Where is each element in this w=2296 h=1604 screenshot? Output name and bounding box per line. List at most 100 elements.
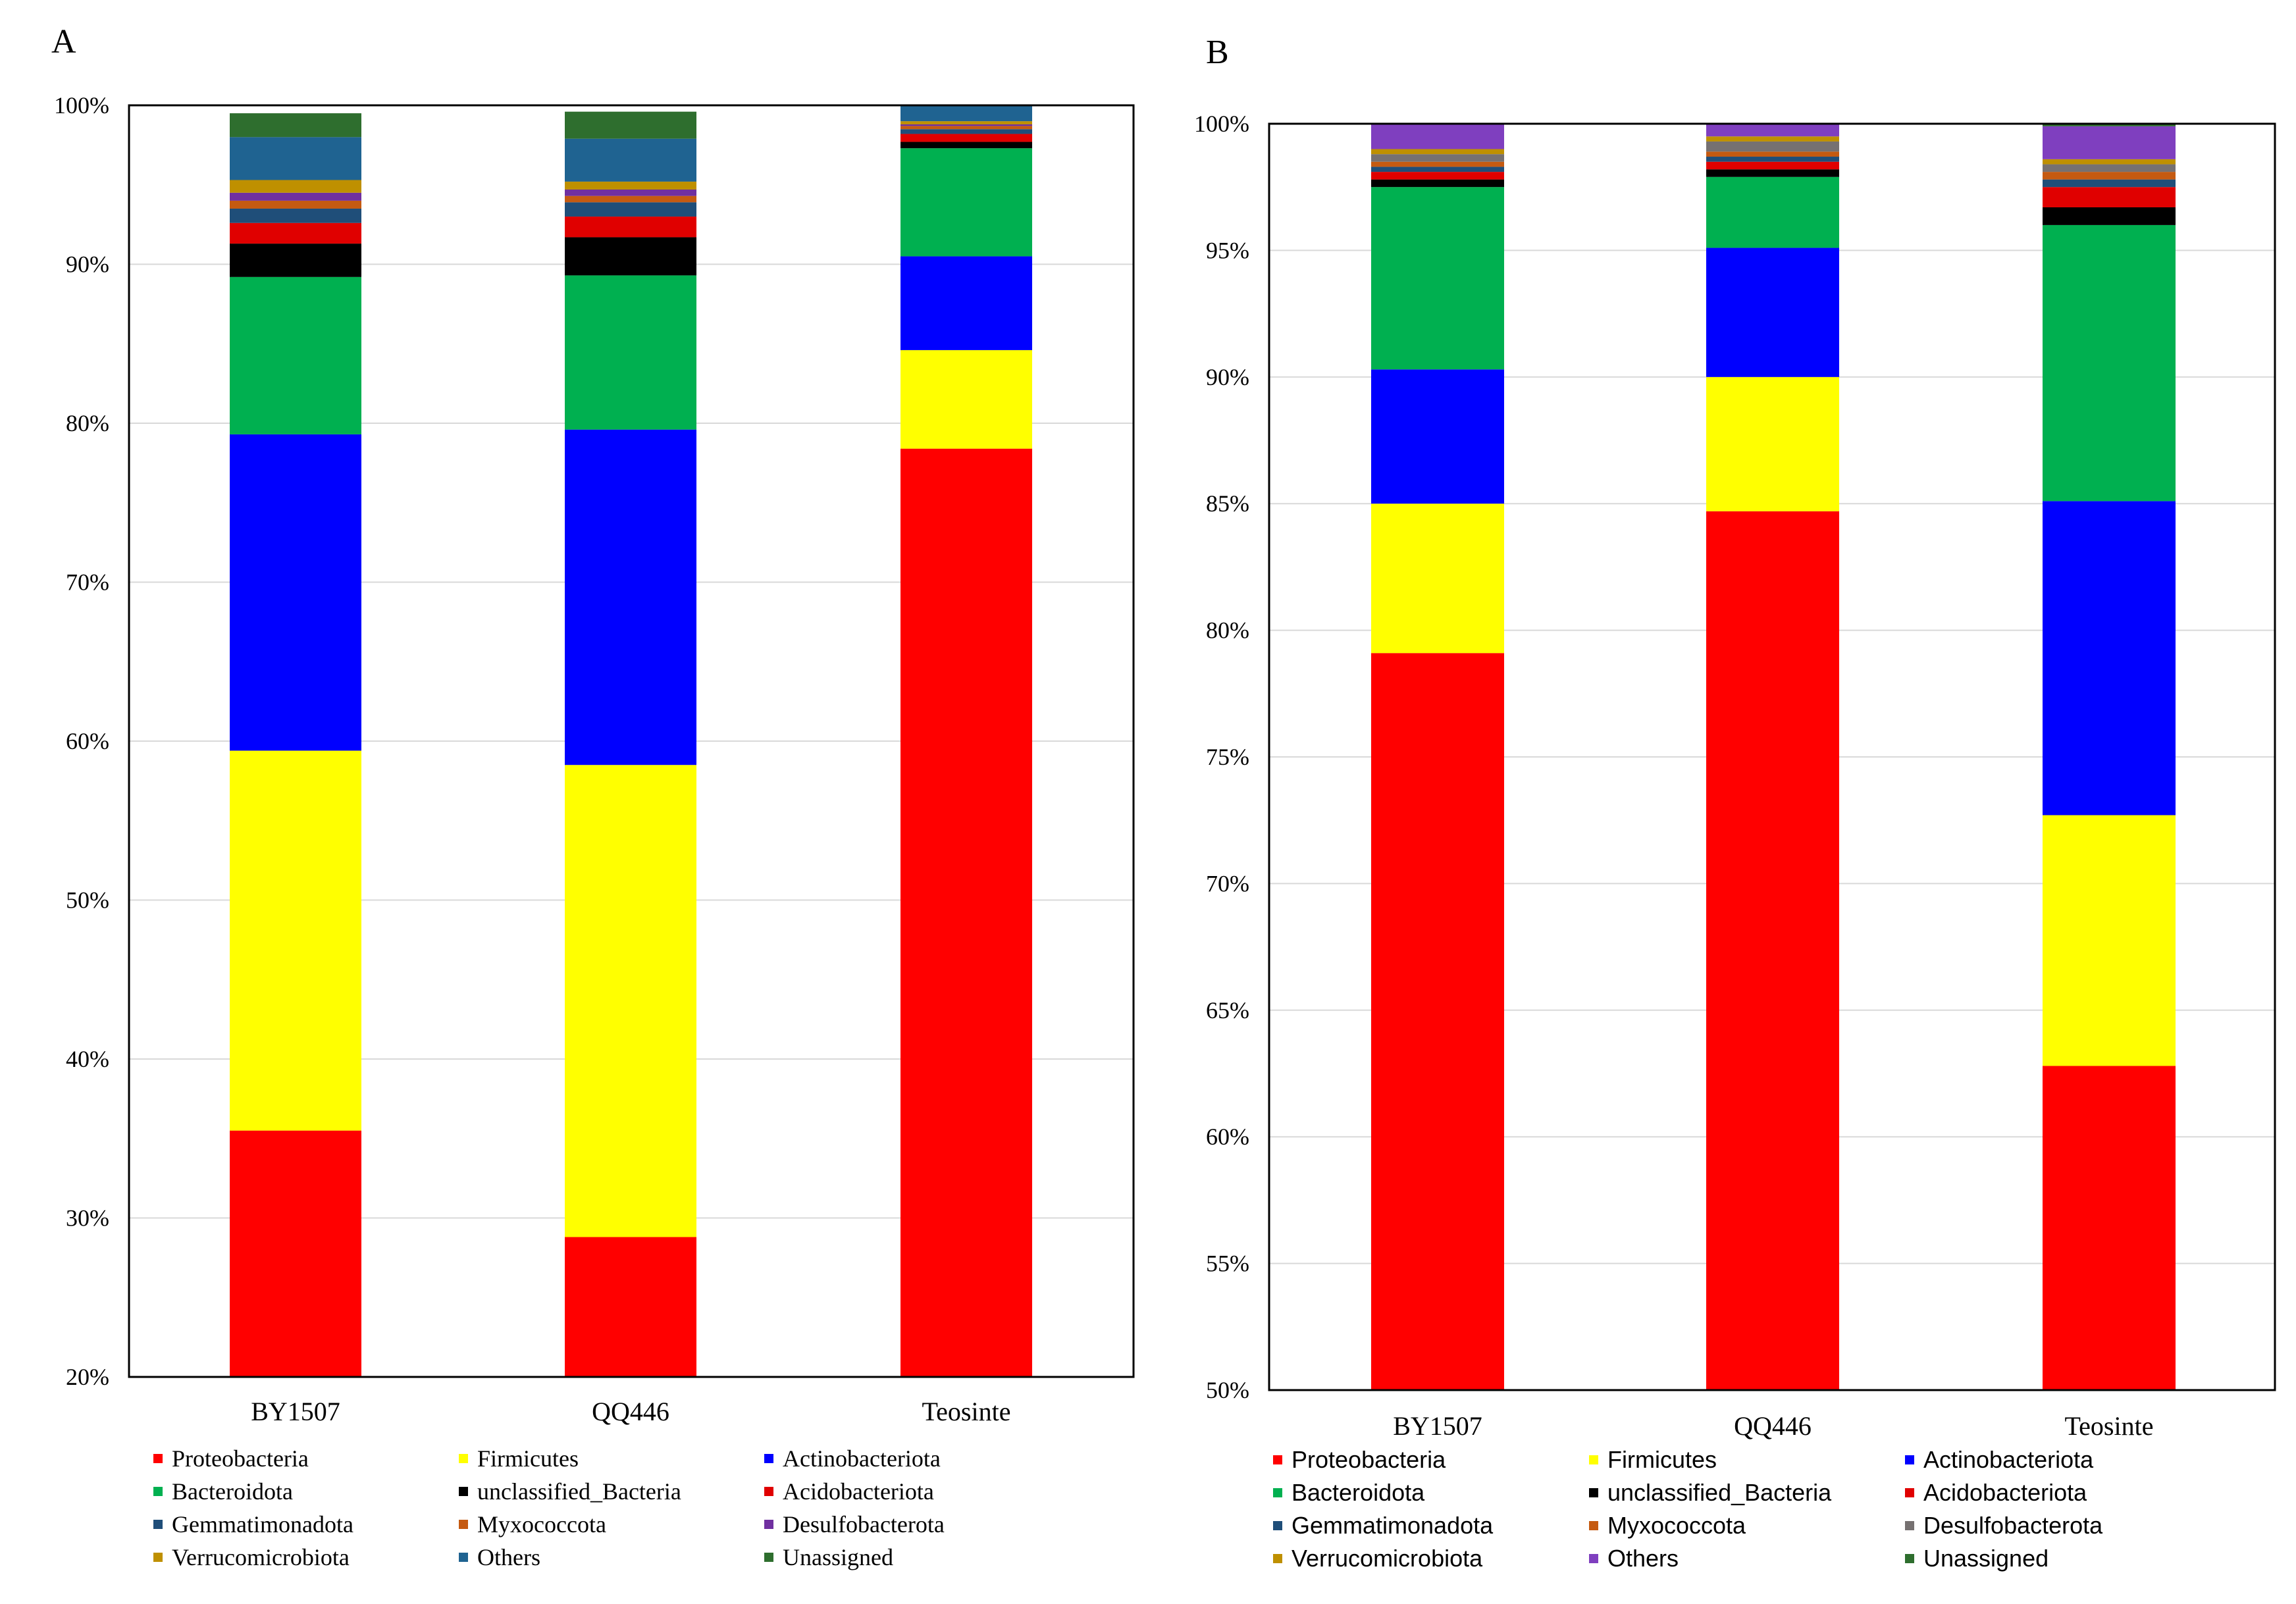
panel-b-segment-by1507-acidobacteriota xyxy=(1371,172,1504,180)
panel-a-legend-item: Acidobacteriota xyxy=(764,1478,934,1505)
panel-a-legend-swatch xyxy=(459,1553,468,1562)
panel-b-x-tick-label: BY1507 xyxy=(1393,1411,1482,1441)
panel-b-legend-swatch xyxy=(1589,1554,1598,1563)
panel-b-legend-item: unclassified_Bacteria xyxy=(1589,1479,1832,1506)
panel-b-segment-qq446-verrucomicrobiota xyxy=(1706,136,1839,142)
panel-b-legend-item: Firmicutes xyxy=(1589,1446,1717,1473)
panel-b-bar-qq446 xyxy=(1706,124,1839,1390)
panel-a-legend-swatch xyxy=(153,1520,163,1529)
panel-b-segment-teosinte-firmicutes xyxy=(2043,815,2176,1066)
panel-a-segment-qq446-actinobacteriota xyxy=(565,429,696,765)
panel-b-segment-teosinte-myxococcota xyxy=(2043,172,2176,180)
panel-a-legend-item: Firmicutes xyxy=(459,1445,579,1472)
panel-b-legend-item: Gemmatimonadota xyxy=(1273,1512,1494,1539)
panel-a-x-axis: BY1507 QQ446 Teosinte xyxy=(251,1397,1010,1426)
panel-a-legend-item: Actinobacteriota xyxy=(764,1445,941,1472)
panel-b-legend-label: Verrucomicrobiota xyxy=(1292,1545,1483,1572)
panel-b-y-tick-label: 70% xyxy=(1206,870,1249,896)
panel-a-segment-qq446-bacteroidota xyxy=(565,275,696,430)
panel-b-segment-qq446-bacteroidota xyxy=(1706,176,1839,248)
panel-a-bar-teosinte xyxy=(900,105,1032,1377)
panel-b-y-tick-label: 75% xyxy=(1206,744,1249,770)
panel-a-segment-teosinte-firmicutes xyxy=(900,349,1032,449)
panel-b-legend-label: Actinobacteriota xyxy=(1923,1446,2094,1473)
panel-b-legend-label: Bacteroidota xyxy=(1292,1479,1425,1506)
panel-b-plot-frame xyxy=(1268,122,2276,1391)
panel-a-legend-item: Others xyxy=(459,1544,540,1570)
panel-a-y-tick-label: 100% xyxy=(54,92,109,118)
panel-b-legend-swatch xyxy=(1905,1521,1914,1530)
panel-a-legend: Proteobacteria Firmicutes Actinobacteriota… xyxy=(153,1445,945,1570)
panel-a-segment-by1507-firmicutes xyxy=(230,750,361,1131)
panel-b-segment-qq446-proteobacteria xyxy=(1706,511,1839,1390)
panel-a-legend-swatch xyxy=(459,1520,468,1529)
panel-a-segment-by1507-acidobacteriota xyxy=(230,222,361,244)
panel-b-legend-label: Others xyxy=(1607,1545,1679,1572)
panel-a-legend-item: Myxococcota xyxy=(459,1511,606,1538)
panel-b-y-tick-label: 80% xyxy=(1206,617,1249,644)
panel-a-legend-label: Acidobacteriota xyxy=(783,1478,934,1505)
panel-b-legend-item: Verrucomicrobiota xyxy=(1273,1545,1483,1572)
panel-a-segment-qq446-unclassified-bacteria xyxy=(565,237,696,276)
panel-a-segment-teosinte-proteobacteria xyxy=(900,448,1032,1377)
panel-b-segment-by1507-actinobacteriota xyxy=(1371,369,1504,504)
panel-a-bar-qq446 xyxy=(565,111,696,1377)
panel-a-bars xyxy=(230,105,1032,1377)
panel-b-legend-item: Proteobacteria xyxy=(1273,1446,1446,1473)
panel-b-legend-swatch xyxy=(1589,1521,1598,1530)
panel-b-legend-label: unclassified_Bacteria xyxy=(1607,1479,1832,1506)
panel-b-bars xyxy=(1371,124,2176,1391)
panel-a-x-tick-label: Teosinte xyxy=(922,1397,1011,1426)
panel-a-legend-label: Bacteroidota xyxy=(172,1478,293,1505)
panel-a-y-tick-label: 80% xyxy=(66,410,109,436)
panel-a-segment-by1507-desulfobacterota xyxy=(230,192,361,201)
panel-b-segment-teosinte-proteobacteria xyxy=(2043,1066,2176,1390)
panel-a-segment-by1507-verrucomicrobiota xyxy=(230,180,361,193)
panel-b-segment-teosinte-bacteroidota xyxy=(2043,224,2176,502)
panel-a-segment-qq446-myxococcota xyxy=(565,195,696,203)
panel-b-segment-teosinte-unclassified-bacteria xyxy=(2043,207,2176,225)
panel-a-segment-by1507-unclassified-bacteria xyxy=(230,244,361,277)
panel-a-y-tick-label: 30% xyxy=(66,1205,109,1231)
panel-a-legend-label: Verrucomicrobiota xyxy=(172,1544,350,1570)
panel-a-y-tick-label: 20% xyxy=(66,1364,109,1390)
panel-b-legend-swatch xyxy=(1273,1521,1282,1530)
panel-a-x-tick-label: QQ446 xyxy=(592,1397,669,1426)
panel-a-segment-teosinte-others xyxy=(900,105,1032,122)
panel-a-segment-teosinte-bacteroidota xyxy=(900,148,1032,257)
panel-a-legend-item: unclassified_Bacteria xyxy=(459,1478,681,1505)
panel-a-segment-qq446-others xyxy=(565,138,696,182)
panel-a-segment-qq446-proteobacteria xyxy=(565,1237,696,1377)
panel-b-segment-teosinte-actinobacteriota xyxy=(2043,501,2176,815)
panel-a-y-tick-label: 50% xyxy=(66,887,109,914)
panel-b-legend-swatch xyxy=(1905,1554,1914,1563)
panel-a-segment-by1507-proteobacteria xyxy=(230,1130,361,1377)
panel-b-segment-teosinte-gemmatimonadota xyxy=(2043,179,2176,188)
panel-b-legend-label: Acidobacteriota xyxy=(1923,1479,2087,1506)
panel-a-segment-qq446-gemmatimonadota xyxy=(565,202,696,217)
panel-a-legend-swatch xyxy=(153,1487,163,1496)
panel-b-segment-by1507-verrucomicrobiota xyxy=(1371,149,1504,155)
panel-a-legend-swatch xyxy=(764,1454,773,1463)
panel-b-y-tick-label: 60% xyxy=(1206,1124,1249,1150)
panel-a-segment-qq446-verrucomicrobiota xyxy=(565,181,696,190)
panel-b-segment-by1507-proteobacteria xyxy=(1371,653,1504,1391)
panel-b-segment-qq446-actinobacteriota xyxy=(1706,247,1839,377)
panel-b-x-tick-label: QQ446 xyxy=(1734,1411,1812,1441)
panel-b-segment-teosinte-unassigned xyxy=(2043,124,2176,126)
panel-b-legend-swatch xyxy=(1589,1455,1598,1464)
panel-b-bar-teosinte xyxy=(2043,124,2176,1390)
panel-b-legend-swatch xyxy=(1273,1455,1282,1464)
panel-b-segment-by1507-firmicutes xyxy=(1371,504,1504,654)
panel-b-legend-label: Gemmatimonadota xyxy=(1292,1512,1494,1539)
panel-b-legend-label: Firmicutes xyxy=(1607,1446,1717,1473)
panel-b-segment-qq446-unclassified-bacteria xyxy=(1706,169,1839,177)
panel-a-legend-label: unclassified_Bacteria xyxy=(477,1478,681,1505)
panel-b-y-axis: 50% 55% 60% 65% 70% 75% 80% 85% 90% 95% 100% xyxy=(1194,111,1249,1403)
panel-b-legend-item: Bacteroidota xyxy=(1273,1479,1425,1506)
panel-a-segment-by1507-myxococcota xyxy=(230,200,361,209)
panel-b-segment-qq446-desulfobacterota xyxy=(1706,141,1839,152)
panel-a-y-axis: 20% 30% 40% 50% 60% 70% 80% 90% 100% xyxy=(54,92,109,1390)
panel-b-legend-item: Desulfobacterota xyxy=(1905,1512,2103,1539)
panel-b-x-axis: BY1507 QQ446 Teosinte xyxy=(1393,1411,2153,1441)
